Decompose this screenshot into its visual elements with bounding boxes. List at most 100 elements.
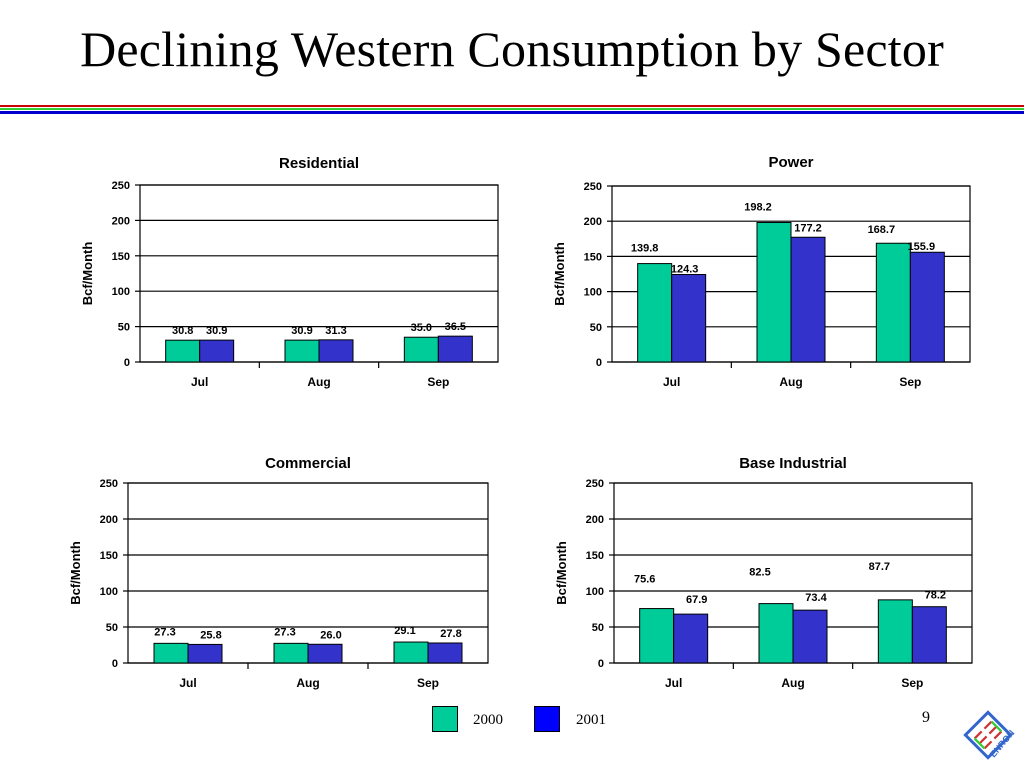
power-data-label-jul-2000: 139.8 xyxy=(631,243,659,255)
base-industrial-y-tick-label-4: 200 xyxy=(586,514,604,526)
base-industrial-y-tick-label-2: 100 xyxy=(586,586,604,598)
residential-y-tick-label-2: 100 xyxy=(112,286,130,298)
commercial-bar-sep-2001 xyxy=(427,642,463,664)
base-industrial-bar-jul-2000 xyxy=(639,608,675,664)
rule-red xyxy=(0,105,1024,107)
residential-bar-aug-2000 xyxy=(284,339,320,363)
base-industrial-data-label-sep-2000: 87.7 xyxy=(869,561,890,573)
commercial-y-tick-label-2: 100 xyxy=(100,586,118,598)
commercial-x-tick-label-jul: Jul xyxy=(179,676,196,690)
base-industrial-data-label-jul-2000: 75.6 xyxy=(634,574,655,586)
power-data-label-jul-2001: 124.3 xyxy=(671,263,699,275)
power-chart-title: Power xyxy=(768,154,813,171)
residential-x-tick-label-sep: Sep xyxy=(427,375,449,389)
legend-swatch-2000 xyxy=(432,706,458,732)
power-bar-jul-2001 xyxy=(671,273,707,363)
power-y-tick-label-4: 200 xyxy=(584,216,602,228)
base-industrial-chart-title: Base Industrial xyxy=(739,455,847,472)
base-industrial-x-tick-label-sep: Sep xyxy=(901,676,923,690)
power-bar-sep-2001 xyxy=(909,251,945,363)
commercial-data-label-sep-2000: 29.1 xyxy=(394,625,415,637)
legend-label-2000: 2000 xyxy=(473,712,503,728)
base-industrial-y-axis-label: Bcf/Month xyxy=(554,541,569,605)
slide-title: Declining Western Consumption by Sector xyxy=(80,21,944,77)
commercial-y-tick-label-0: 0 xyxy=(112,658,118,670)
base-industrial-y-tick-label-5: 250 xyxy=(586,478,604,490)
residential-y-tick-label-0: 0 xyxy=(124,357,130,369)
commercial-bar-aug-2001 xyxy=(307,643,343,664)
commercial-x-tick-label-sep: Sep xyxy=(417,676,439,690)
power-data-label-aug-2001: 177.2 xyxy=(794,222,822,234)
residential-y-tick-label-1: 50 xyxy=(118,322,130,334)
commercial-bar-aug-2000 xyxy=(273,642,309,664)
power-x-tick-label-sep: Sep xyxy=(899,375,921,389)
commercial-data-label-jul-2000: 27.3 xyxy=(154,626,175,638)
commercial-bar-jul-2000 xyxy=(153,642,189,664)
power-data-label-aug-2000: 198.2 xyxy=(744,201,772,213)
power-y-tick-label-3: 150 xyxy=(584,251,602,263)
residential-plot-frame xyxy=(139,184,499,363)
power-bar-jul-2000 xyxy=(637,263,673,363)
power-bar-aug-2000 xyxy=(756,221,792,363)
base-industrial-y-tick-label-1: 50 xyxy=(592,622,604,634)
base-industrial-x-tick-label-aug: Aug xyxy=(781,676,804,690)
power-y-tick-label-2: 100 xyxy=(584,287,602,299)
power-x-tick-label-jul: Jul xyxy=(663,375,680,389)
power-data-label-sep-2000: 168.7 xyxy=(868,224,896,236)
residential-data-label-jul-2000: 30.8 xyxy=(172,325,193,337)
residential-y-tick-label-3: 150 xyxy=(112,251,130,263)
residential-bar-jul-2001 xyxy=(199,339,235,363)
base-industrial-bar-jul-2001 xyxy=(673,613,709,664)
base-industrial-data-label-sep-2001: 78.2 xyxy=(925,590,946,602)
residential-data-label-aug-2000: 30.9 xyxy=(291,325,312,337)
commercial-y-tick-label-3: 150 xyxy=(100,550,118,562)
commercial-data-label-aug-2000: 27.3 xyxy=(274,626,295,638)
base-industrial-data-label-aug-2000: 82.5 xyxy=(749,567,770,579)
commercial-bar-sep-2000 xyxy=(393,641,429,664)
residential-y-tick-label-5: 250 xyxy=(112,180,130,192)
residential-chart-title: Residential xyxy=(279,155,359,172)
commercial-data-label-jul-2001: 25.8 xyxy=(200,629,221,641)
residential-data-label-sep-2001: 36.5 xyxy=(445,321,466,333)
base-industrial-bar-sep-2000 xyxy=(877,599,913,664)
base-industrial-y-tick-label-0: 0 xyxy=(598,658,604,670)
residential-bar-sep-2000 xyxy=(403,336,439,363)
residential-y-tick-label-4: 200 xyxy=(112,215,130,227)
enron-logo: ENRON xyxy=(963,710,1016,760)
residential-bar-aug-2001 xyxy=(318,339,354,363)
commercial-y-tick-label-4: 200 xyxy=(100,514,118,526)
base-industrial-data-label-aug-2001: 73.4 xyxy=(805,592,827,604)
commercial-data-label-aug-2001: 26.0 xyxy=(320,629,341,641)
residential-data-label-aug-2001: 31.3 xyxy=(325,325,346,337)
commercial-chart-title: Commercial xyxy=(265,455,351,472)
residential-data-label-jul-2001: 30.9 xyxy=(206,325,227,337)
legend-swatch-2001 xyxy=(534,706,560,732)
base-industrial-x-tick-label-jul: Jul xyxy=(665,676,682,690)
rule-blue xyxy=(0,111,1024,114)
base-industrial-bar-sep-2001 xyxy=(911,606,947,664)
power-y-axis-label: Bcf/Month xyxy=(552,242,567,306)
base-industrial-bar-aug-2001 xyxy=(792,609,828,664)
base-industrial-bar-aug-2000 xyxy=(758,603,794,664)
commercial-y-axis-label: Bcf/Month xyxy=(68,541,83,605)
legend-label-2001: 2001 xyxy=(576,712,606,728)
rule-green xyxy=(0,108,1024,110)
commercial-y-tick-label-1: 50 xyxy=(106,622,118,634)
commercial-x-tick-label-aug: Aug xyxy=(296,676,319,690)
commercial-y-tick-label-5: 250 xyxy=(100,478,118,490)
power-y-tick-label-0: 0 xyxy=(596,357,602,369)
residential-bar-sep-2001 xyxy=(437,335,473,363)
power-y-tick-label-1: 50 xyxy=(590,322,602,334)
power-bar-aug-2001 xyxy=(790,236,826,363)
power-bar-sep-2000 xyxy=(875,242,911,363)
page-number: 9 xyxy=(922,709,930,726)
power-data-label-sep-2001: 155.9 xyxy=(908,241,936,253)
base-industrial-data-label-jul-2001: 67.9 xyxy=(686,594,707,606)
residential-data-label-sep-2000: 35.0 xyxy=(411,322,432,334)
residential-x-tick-label-aug: Aug xyxy=(307,375,330,389)
residential-y-axis-label: Bcf/Month xyxy=(80,242,95,306)
power-y-tick-label-5: 250 xyxy=(584,181,602,193)
commercial-bar-jul-2001 xyxy=(187,643,223,664)
base-industrial-y-tick-label-3: 150 xyxy=(586,550,604,562)
